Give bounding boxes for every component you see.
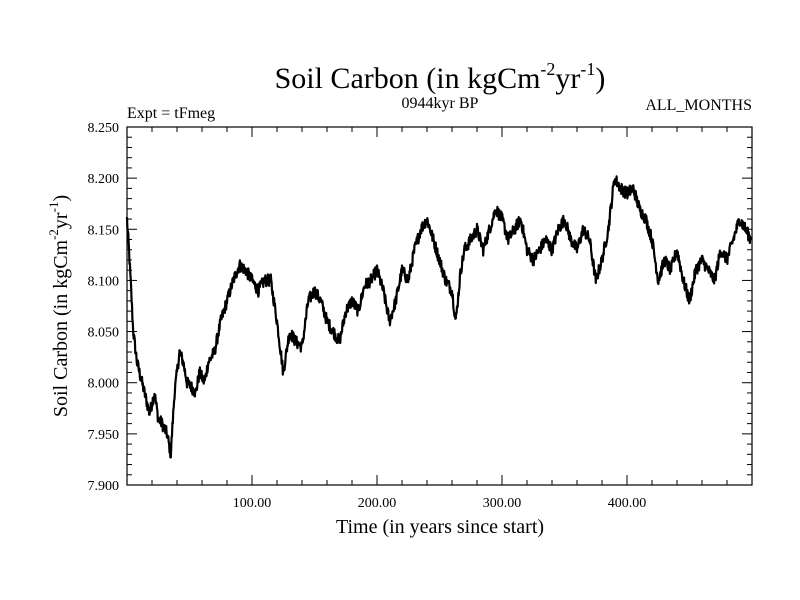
y-axis-label-exp1: -2 bbox=[46, 229, 61, 240]
chart-title-exp2: -1 bbox=[580, 59, 595, 79]
chart-title-exp1: -2 bbox=[540, 59, 555, 79]
y-axis-label-exp2: -1 bbox=[46, 202, 61, 213]
subtitle-period: 0944kyr BP bbox=[402, 95, 479, 112]
x-tick-label: 100.00 bbox=[233, 496, 272, 511]
x-axis: 100.00 200.00 300.00 400.00 bbox=[126, 127, 753, 511]
x-tick-label: 400.00 bbox=[608, 496, 647, 511]
y-tick-label: 8.200 bbox=[88, 172, 120, 187]
y-axis-label-end: ) bbox=[50, 195, 72, 202]
y-tick-label: 8.000 bbox=[88, 377, 120, 392]
y-tick-label: 8.250 bbox=[88, 121, 120, 136]
y-tick-label: 7.950 bbox=[88, 428, 120, 443]
y-tick-label: 8.050 bbox=[88, 326, 120, 341]
chart-title-mid: yr bbox=[555, 62, 580, 95]
y-axis-label: Soil Carbon (in kgCm-2yr-1) bbox=[46, 195, 72, 417]
y-axis: 7.900 7.950 8.000 8.050 8.100 8.150 8.200 8.250 bbox=[88, 121, 752, 494]
chart-title: Soil Carbon (in kgCm-2yr-1) bbox=[275, 59, 606, 95]
series-line-soil-carbon bbox=[125, 175, 752, 459]
y-tick-label: 8.150 bbox=[88, 223, 120, 238]
x-axis-label: Time (in years since start) bbox=[336, 516, 544, 538]
chart-title-end: ) bbox=[595, 62, 605, 95]
subtitle-experiment: Expt = tFmeg bbox=[127, 105, 215, 122]
y-tick-label: 7.900 bbox=[88, 479, 120, 494]
subtitle-months: ALL_MONTHS bbox=[645, 97, 752, 114]
y-tick-label: 8.100 bbox=[88, 274, 120, 289]
x-tick-label: 300.00 bbox=[483, 496, 522, 511]
y-axis-label-main: Soil Carbon (in kgCm bbox=[50, 239, 72, 417]
plot-frame bbox=[126, 126, 753, 486]
x-tick-label: 200.00 bbox=[358, 496, 397, 511]
y-axis-label-mid: yr bbox=[50, 212, 72, 229]
chart-title-main: Soil Carbon (in kgCm bbox=[275, 62, 541, 95]
